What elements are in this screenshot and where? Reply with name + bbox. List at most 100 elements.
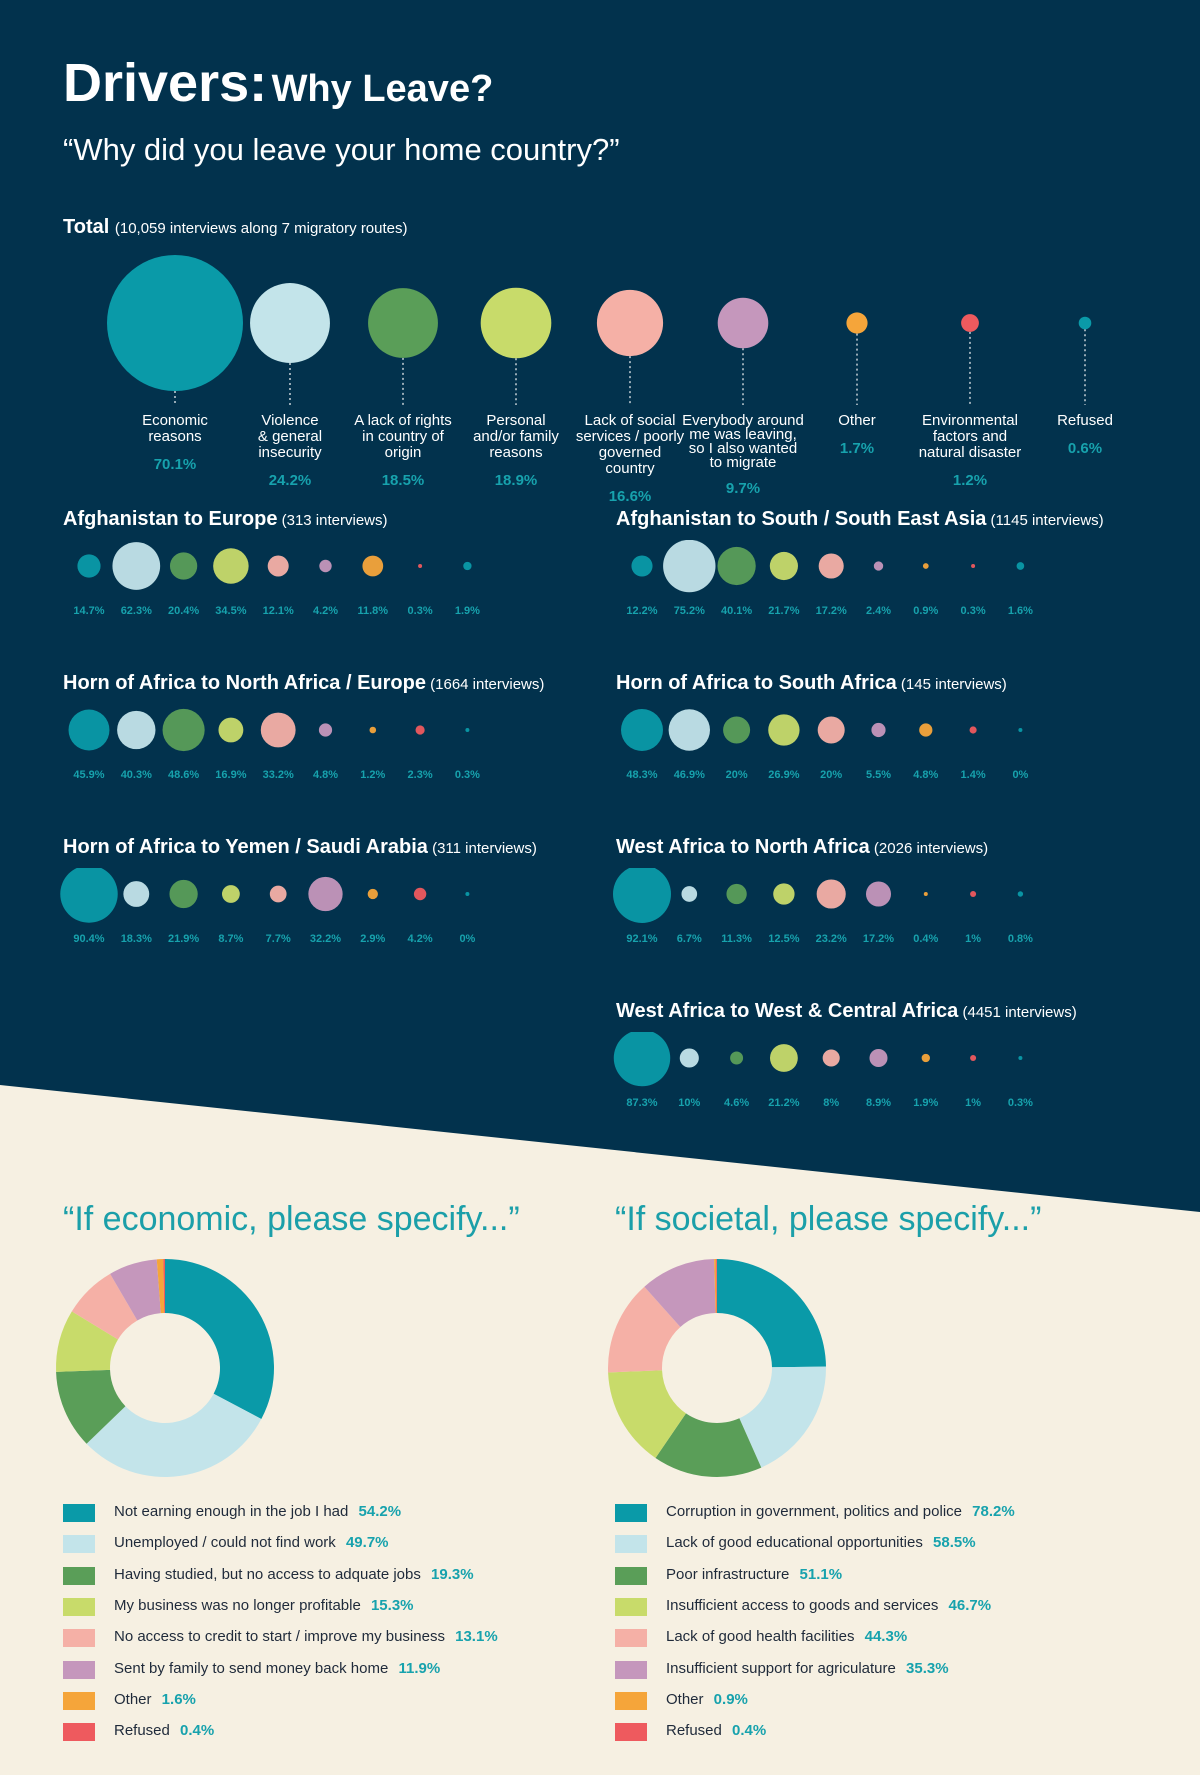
route-bubble xyxy=(873,561,884,571)
donut-slice xyxy=(165,1259,274,1419)
donut-slice xyxy=(56,1369,126,1444)
donut-slice xyxy=(608,1370,686,1458)
total-category-label: Everybody around xyxy=(682,412,804,429)
route-bubble xyxy=(60,868,118,923)
route-value-label: 46.9% xyxy=(674,769,705,781)
route-name: West Africa to West & Central Africa xyxy=(616,1000,959,1022)
total-category-label: Other xyxy=(838,412,876,429)
legend-label: Not earning enough in the job I had 54.2… xyxy=(114,1503,402,1520)
route-value-label: 0% xyxy=(459,933,475,945)
route-bubble xyxy=(213,548,249,584)
route-bubble xyxy=(613,1032,671,1087)
route-value-label: 21.7% xyxy=(768,605,799,617)
route-value-label: 10% xyxy=(678,1097,700,1109)
route-title: Horn of Africa to North Africa / Europe … xyxy=(63,672,544,695)
route-value-label: 48.6% xyxy=(168,769,199,781)
legend-label: Poor infrastructure 51.1% xyxy=(666,1565,843,1583)
total-category-label: Violence xyxy=(261,412,318,429)
legend-label: Lack of good health facilities 44.3% xyxy=(666,1628,908,1646)
legend-swatch xyxy=(615,1723,647,1742)
route-value-label: 40.1% xyxy=(721,605,752,617)
economic-legend: Not earning enough in the job I had 54.2… xyxy=(63,1502,583,1752)
route-bubble xyxy=(260,712,296,748)
total-category-label: Refused xyxy=(1057,412,1113,429)
route-bubble-chart: 14.7% 62.3% 20.4% 34.5% 12.1% 4.2% 11.8% 0.3% 1.… xyxy=(73,542,480,617)
legend-swatch xyxy=(63,1691,95,1710)
route-name: West Africa to North Africa xyxy=(616,836,870,858)
route-bubble xyxy=(726,883,747,905)
total-category-label: country xyxy=(605,460,655,477)
donut-slice xyxy=(71,1273,138,1340)
route-bubble xyxy=(921,1053,930,1063)
route-title: West Africa to North Africa (2026 interv… xyxy=(616,836,988,859)
total-category-label: A lack of rights xyxy=(354,412,452,429)
total-bubble xyxy=(480,287,552,359)
legend-label: Having studied, but no access to adquate… xyxy=(114,1565,474,1583)
route-bubble xyxy=(269,885,287,903)
route-bubble xyxy=(679,1048,699,1068)
route-name: Afghanistan to Europe xyxy=(63,508,278,530)
legend-value: 49.7% xyxy=(341,1534,389,1552)
route-value-label: 11.3% xyxy=(721,933,752,945)
donut-slice xyxy=(739,1366,826,1468)
total-bubble xyxy=(250,283,330,363)
legend-value: 35.3% xyxy=(901,1659,949,1677)
legend-label: Other 0.9% xyxy=(666,1690,748,1708)
route-title: Afghanistan to South / South East Asia (… xyxy=(616,508,1104,531)
route-value-label: 8% xyxy=(823,1097,839,1109)
legend-swatch xyxy=(63,1629,95,1648)
route-interviews: (4451 interviews) xyxy=(958,1004,1077,1021)
route-bubble xyxy=(723,716,751,744)
legend-label: Unemployed / could not find work 49.7% xyxy=(114,1534,389,1552)
route-bubble xyxy=(162,708,205,752)
legend-swatch xyxy=(615,1566,647,1585)
legend-value: 19.3% xyxy=(426,1565,474,1583)
total-category-label: reasons xyxy=(148,428,201,445)
route-bubble xyxy=(681,886,698,902)
donut-slice xyxy=(655,1413,762,1477)
route-bubble xyxy=(773,883,795,905)
route-bubble xyxy=(123,881,150,907)
route-value-label: 6.7% xyxy=(677,933,702,945)
total-category-label: Environmental xyxy=(922,412,1018,429)
route-bubble-chart: 87.3% 10% 4.6% 21.2% 8% 8.9% 1.9% 1% 0.3% xyxy=(613,1032,1033,1109)
route-value-label: 12.1% xyxy=(263,605,294,617)
route-value-label: 4.8% xyxy=(913,769,938,781)
route-value-label: 2.4% xyxy=(866,605,891,617)
route-bubble xyxy=(869,1048,888,1068)
route-value-label: 20.4% xyxy=(168,605,199,617)
total-bubble xyxy=(368,288,438,358)
total-category-label: Personal xyxy=(486,412,545,429)
route-bubble xyxy=(1018,728,1023,732)
donut-slice xyxy=(110,1259,161,1321)
total-category-label: in country of xyxy=(362,428,445,445)
legend-value: 58.5% xyxy=(928,1534,976,1552)
route-value-label: 0.9% xyxy=(913,605,938,617)
route-bubble xyxy=(413,887,427,901)
route-bubble xyxy=(218,717,244,743)
route-bubble xyxy=(871,722,886,738)
legend-label: Other 1.6% xyxy=(114,1690,196,1708)
donut-slice xyxy=(644,1259,716,1327)
route-value-label: 8.7% xyxy=(218,933,243,945)
route-bubble xyxy=(969,726,977,734)
route-name: Afghanistan to South / South East Asia xyxy=(616,508,987,530)
title-sub: Why Leave? xyxy=(271,68,494,110)
route-bubble xyxy=(865,881,892,907)
legend-label: Insufficient access to goods and service… xyxy=(666,1596,992,1614)
route-value-label: 0.3% xyxy=(1008,1097,1033,1109)
legend-label: Refused 0.4% xyxy=(114,1722,215,1740)
route-value-label: 20% xyxy=(726,769,748,781)
route-bubble xyxy=(369,726,377,734)
route-value-label: 16.9% xyxy=(215,769,246,781)
route-value-label: 1.9% xyxy=(455,605,480,617)
route-value-label: 45.9% xyxy=(73,769,104,781)
route-bubble xyxy=(367,888,378,900)
route-value-label: 1.4% xyxy=(961,769,986,781)
legend-label: No access to credit to start / improve m… xyxy=(114,1628,498,1646)
route-bubble xyxy=(663,540,716,593)
route-name: Horn of Africa to Yemen / Saudi Arabia xyxy=(63,836,428,858)
route-value-label: 62.3% xyxy=(121,605,152,617)
legend-value: 11.9% xyxy=(394,1659,441,1677)
